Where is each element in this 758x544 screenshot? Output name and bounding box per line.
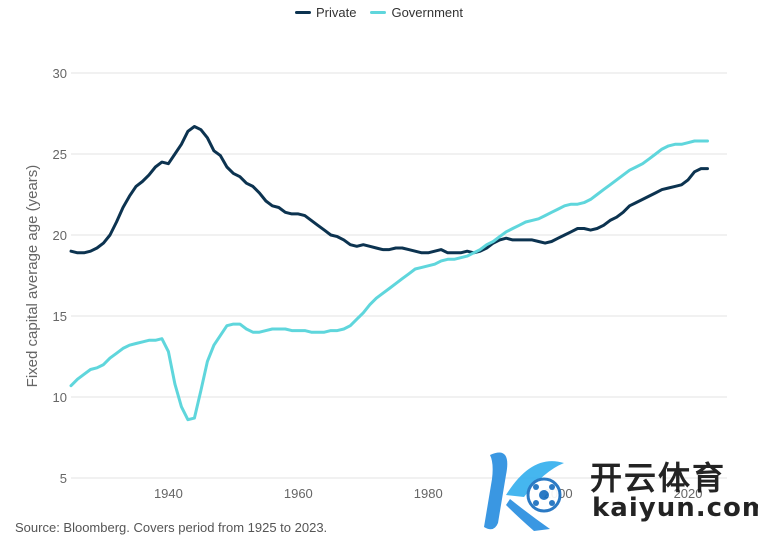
- source-note: Source: Bloomberg. Covers period from 19…: [15, 520, 328, 535]
- y-tick-label-15: 15: [53, 309, 67, 324]
- y-tick-label-10: 10: [53, 390, 67, 405]
- watermark-brand-cn: 开云体育: [590, 459, 727, 497]
- watermark: 开云体育 kaiyun.com: [472, 445, 758, 540]
- series-line-government: [69, 139, 709, 422]
- y-tick-label-25: 25: [53, 147, 67, 162]
- y-axis-tick-labels: 5 10 15 20 25 30: [53, 66, 67, 486]
- y-tick-label-5: 5: [60, 471, 67, 486]
- y-axis-label: Fixed capital average age (years): [24, 165, 41, 388]
- series-lines: [69, 125, 709, 422]
- x-tick-label-1960: 1960: [284, 486, 313, 501]
- gridlines: [71, 72, 727, 479]
- kaiyun-logo-icon: [484, 452, 564, 531]
- x-tick-label-1940: 1940: [154, 486, 183, 501]
- legend-label-government: Government: [391, 5, 463, 20]
- legend-item-government[interactable]: Government: [370, 5, 463, 20]
- legend-swatch-private: [294, 11, 311, 14]
- x-tick-label-1980: 1980: [414, 486, 443, 501]
- y-tick-label-30: 30: [53, 66, 67, 81]
- legend-label-private: Private: [315, 5, 357, 20]
- legend-swatch-government: [370, 11, 387, 14]
- y-tick-label-20: 20: [53, 228, 67, 243]
- watermark-brand-en: kaiyun.com: [592, 493, 758, 523]
- x-tick-label-2020: 2020: [674, 486, 703, 501]
- legend: Private Government: [0, 5, 758, 20]
- series-line-private: [69, 125, 709, 255]
- legend-item-private[interactable]: Private: [294, 5, 357, 20]
